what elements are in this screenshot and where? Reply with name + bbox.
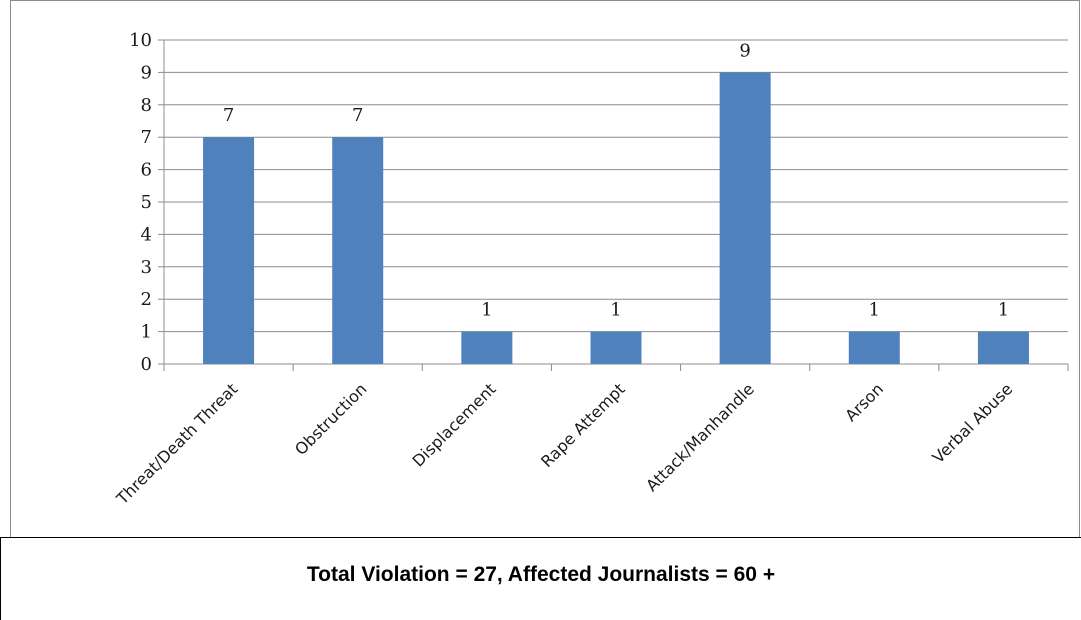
- category-label: Attack/Manhandle: [642, 379, 758, 495]
- data-label: 7: [223, 105, 234, 126]
- y-tick-label: 8: [141, 95, 152, 116]
- y-tick-label: 10: [129, 30, 152, 51]
- bar: [590, 331, 642, 364]
- y-tick-label: 7: [141, 127, 152, 148]
- bar: [719, 72, 771, 365]
- data-label: 1: [481, 300, 492, 321]
- bar: [977, 331, 1029, 364]
- bar: [848, 331, 900, 364]
- bar: [203, 137, 255, 364]
- data-label: 1: [610, 300, 621, 321]
- y-tick-label: 4: [141, 224, 152, 245]
- y-tick-label: 0: [141, 354, 152, 375]
- y-tick-label: 3: [141, 257, 152, 278]
- category-label: Verbal Abuse: [929, 379, 1017, 467]
- y-tick-label: 1: [141, 322, 152, 343]
- category-label: Arson: [841, 379, 887, 425]
- category-label: Displacement: [408, 379, 499, 470]
- bar: [332, 137, 384, 364]
- data-label: 7: [352, 105, 363, 126]
- data-label: 1: [998, 300, 1009, 321]
- y-tick-label: 2: [141, 289, 152, 310]
- y-tick-label: 5: [141, 192, 152, 213]
- category-label: Rape Attempt: [537, 379, 629, 471]
- category-label: Threat/Death Threat: [112, 379, 241, 508]
- y-tick-label: 6: [141, 160, 152, 181]
- y-tick-label: 9: [141, 62, 152, 83]
- bar-chart: 0 1 2 3 4 5 6 7 8 9 10 7 Threat/Death Threat 7 Obstruc…: [112, 30, 1069, 509]
- data-label: 1: [869, 300, 880, 321]
- data-label: 9: [739, 40, 750, 61]
- summary-text: Total Violation = 27, Affected Journalis…: [306, 563, 776, 586]
- category-label: Obstruction: [291, 379, 371, 459]
- summary-box: Total Violation = 27, Affected Journalis…: [0, 537, 1081, 620]
- bar: [461, 331, 513, 364]
- chart-frame: 0 1 2 3 4 5 6 7 8 9 10 7 Threat/Death Threat 7 Obstruc…: [10, 0, 1080, 538]
